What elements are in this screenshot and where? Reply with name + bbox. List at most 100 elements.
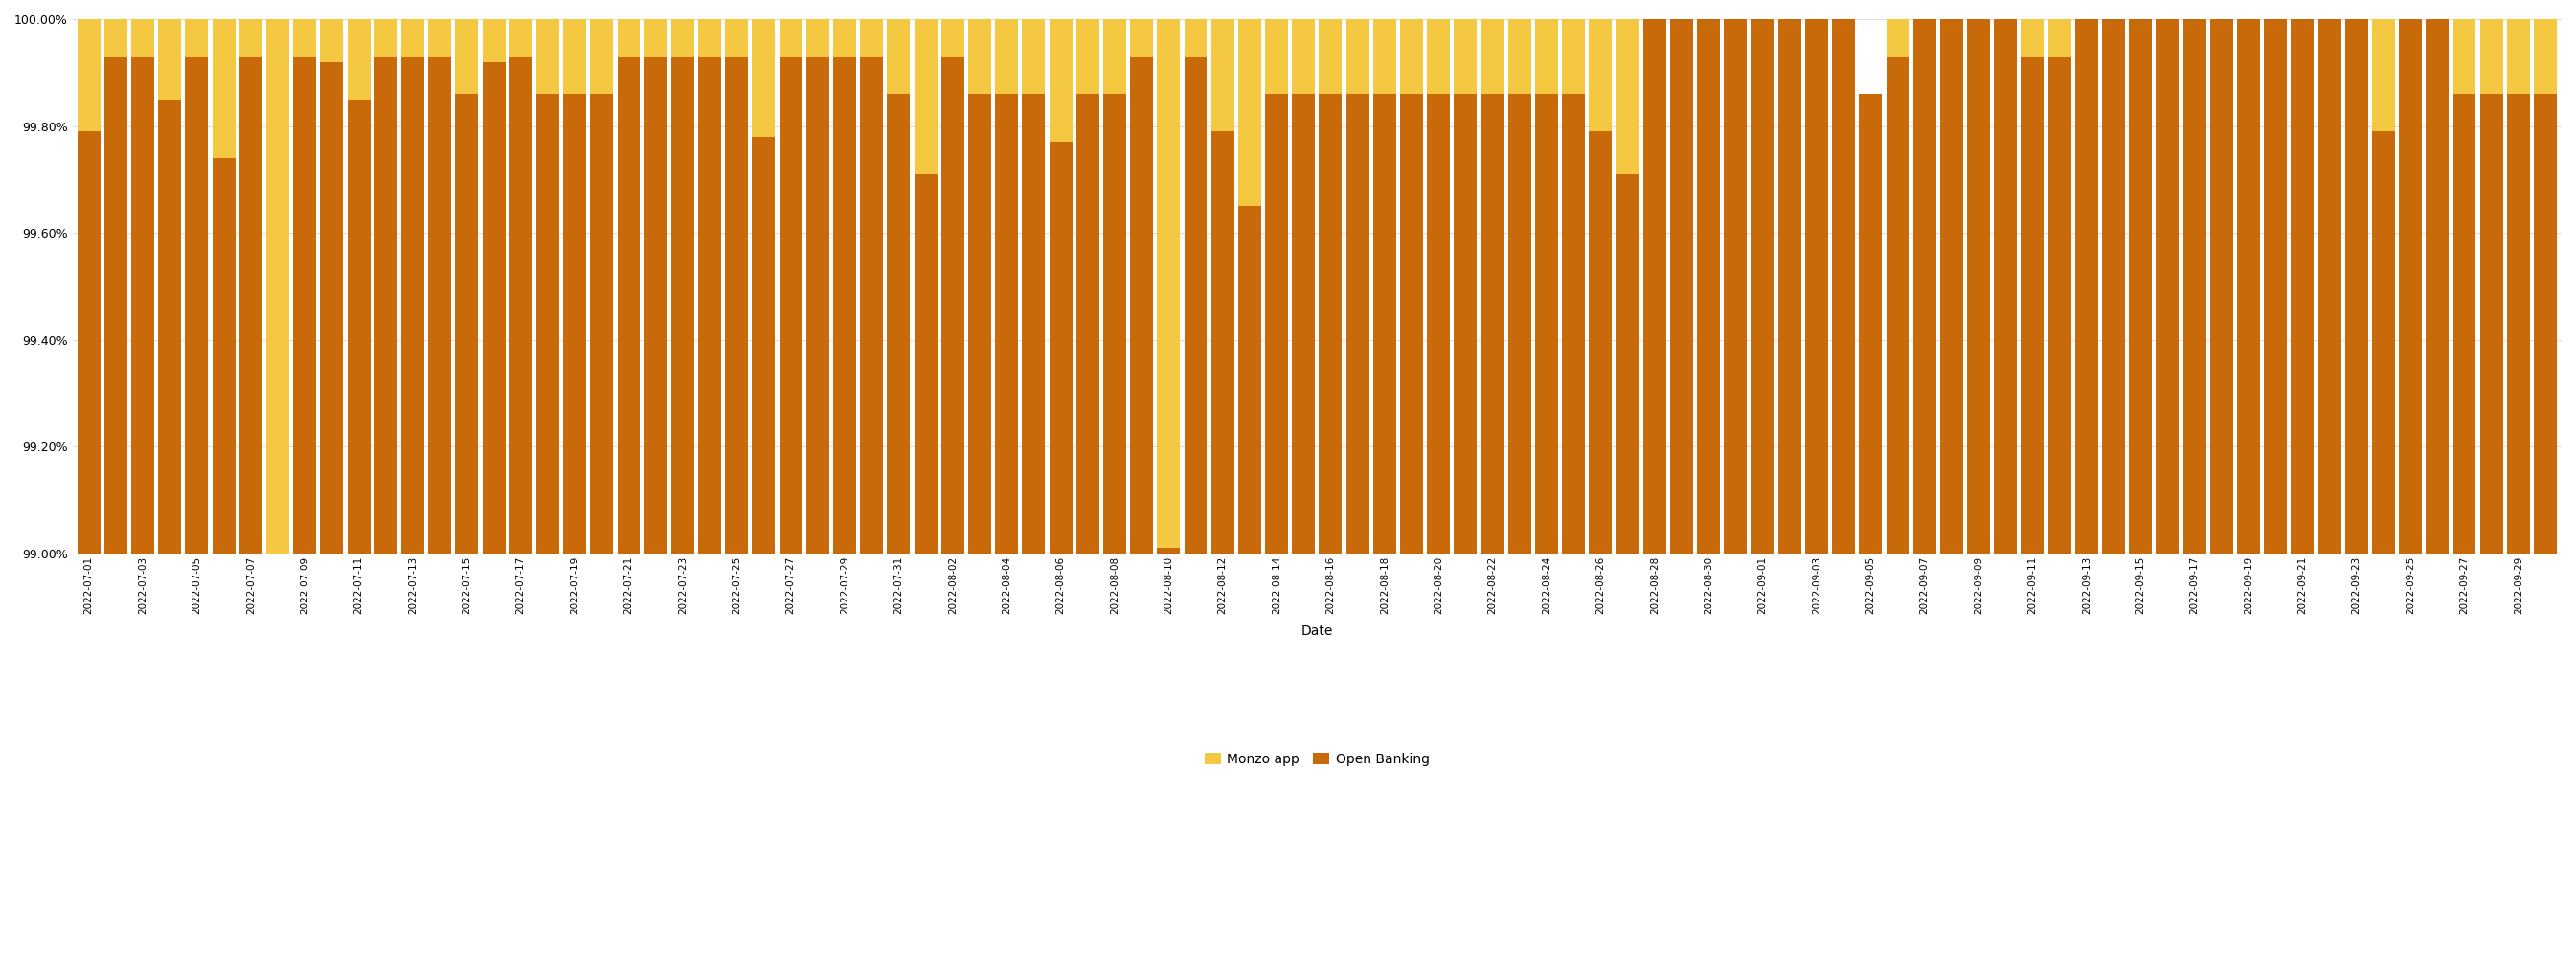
- Bar: [778, 19, 801, 554]
- Bar: [1131, 56, 1154, 554]
- Bar: [319, 19, 343, 554]
- Bar: [832, 19, 855, 554]
- Bar: [1806, 19, 1829, 554]
- Bar: [1427, 94, 1450, 554]
- Bar: [1669, 19, 1692, 554]
- Bar: [294, 19, 317, 554]
- Bar: [1752, 19, 1775, 554]
- Bar: [2427, 19, 2450, 554]
- Bar: [994, 19, 1018, 554]
- Bar: [1453, 19, 1476, 554]
- Bar: [1968, 19, 1991, 554]
- Bar: [1914, 19, 1937, 554]
- Bar: [2102, 19, 2125, 554]
- Bar: [726, 19, 747, 554]
- Bar: [1077, 94, 1100, 554]
- Bar: [2236, 19, 2259, 554]
- Bar: [1373, 94, 1396, 554]
- Bar: [2264, 19, 2287, 554]
- Bar: [698, 56, 721, 554]
- Bar: [832, 56, 855, 554]
- Bar: [1940, 19, 1963, 554]
- Bar: [428, 19, 451, 554]
- Bar: [752, 136, 775, 554]
- Bar: [969, 94, 992, 554]
- Bar: [1048, 19, 1072, 554]
- Bar: [1615, 19, 1638, 554]
- Bar: [265, 19, 289, 554]
- Bar: [1023, 94, 1046, 554]
- Bar: [726, 56, 747, 554]
- Bar: [2318, 19, 2342, 554]
- Bar: [2076, 19, 2097, 554]
- Bar: [1185, 19, 1208, 554]
- Bar: [1048, 142, 1072, 554]
- Bar: [131, 56, 155, 554]
- Bar: [644, 56, 667, 554]
- Bar: [2210, 19, 2233, 554]
- Bar: [2048, 19, 2071, 554]
- Bar: [2344, 19, 2367, 554]
- Bar: [2210, 19, 2233, 554]
- Bar: [1427, 19, 1450, 554]
- Bar: [590, 19, 613, 554]
- Bar: [2535, 94, 2558, 554]
- Bar: [860, 19, 884, 554]
- Bar: [510, 56, 533, 554]
- Bar: [2372, 131, 2396, 554]
- Bar: [374, 56, 397, 554]
- Bar: [2102, 19, 2125, 554]
- Bar: [1994, 19, 2017, 554]
- Bar: [644, 19, 667, 554]
- Bar: [564, 19, 587, 554]
- Bar: [2452, 94, 2476, 554]
- Bar: [1886, 56, 1909, 554]
- Bar: [103, 19, 126, 554]
- Bar: [77, 19, 100, 554]
- Bar: [914, 19, 938, 554]
- Bar: [428, 56, 451, 554]
- Bar: [131, 19, 155, 554]
- Bar: [2236, 19, 2259, 554]
- Bar: [348, 19, 371, 554]
- Bar: [1940, 19, 1963, 554]
- Bar: [402, 56, 425, 554]
- Bar: [265, 554, 289, 687]
- Bar: [2535, 19, 2558, 554]
- Bar: [618, 19, 639, 554]
- Bar: [77, 131, 100, 554]
- Bar: [914, 174, 938, 554]
- Bar: [2452, 19, 2476, 554]
- Bar: [1698, 19, 1721, 554]
- Bar: [157, 19, 180, 554]
- Bar: [374, 19, 397, 554]
- Bar: [1265, 19, 1288, 554]
- Bar: [456, 19, 479, 554]
- Bar: [1211, 131, 1234, 554]
- Bar: [1752, 19, 1775, 554]
- Bar: [1023, 19, 1046, 554]
- Bar: [752, 19, 775, 554]
- Bar: [1401, 19, 1422, 554]
- Bar: [1832, 19, 1855, 554]
- Bar: [2506, 19, 2530, 554]
- Bar: [510, 19, 533, 554]
- Bar: [1669, 19, 1692, 554]
- Bar: [2048, 56, 2071, 554]
- Bar: [319, 62, 343, 554]
- Bar: [1507, 19, 1530, 554]
- Bar: [564, 94, 587, 554]
- Bar: [1239, 206, 1262, 554]
- Bar: [2318, 19, 2342, 554]
- Bar: [1481, 19, 1504, 554]
- Bar: [185, 56, 209, 554]
- Bar: [940, 19, 963, 554]
- Bar: [672, 56, 693, 554]
- Bar: [1643, 19, 1667, 554]
- Bar: [1211, 19, 1234, 554]
- Bar: [103, 56, 126, 554]
- Bar: [211, 19, 234, 554]
- Bar: [157, 99, 180, 554]
- Bar: [886, 94, 909, 554]
- Bar: [402, 19, 425, 554]
